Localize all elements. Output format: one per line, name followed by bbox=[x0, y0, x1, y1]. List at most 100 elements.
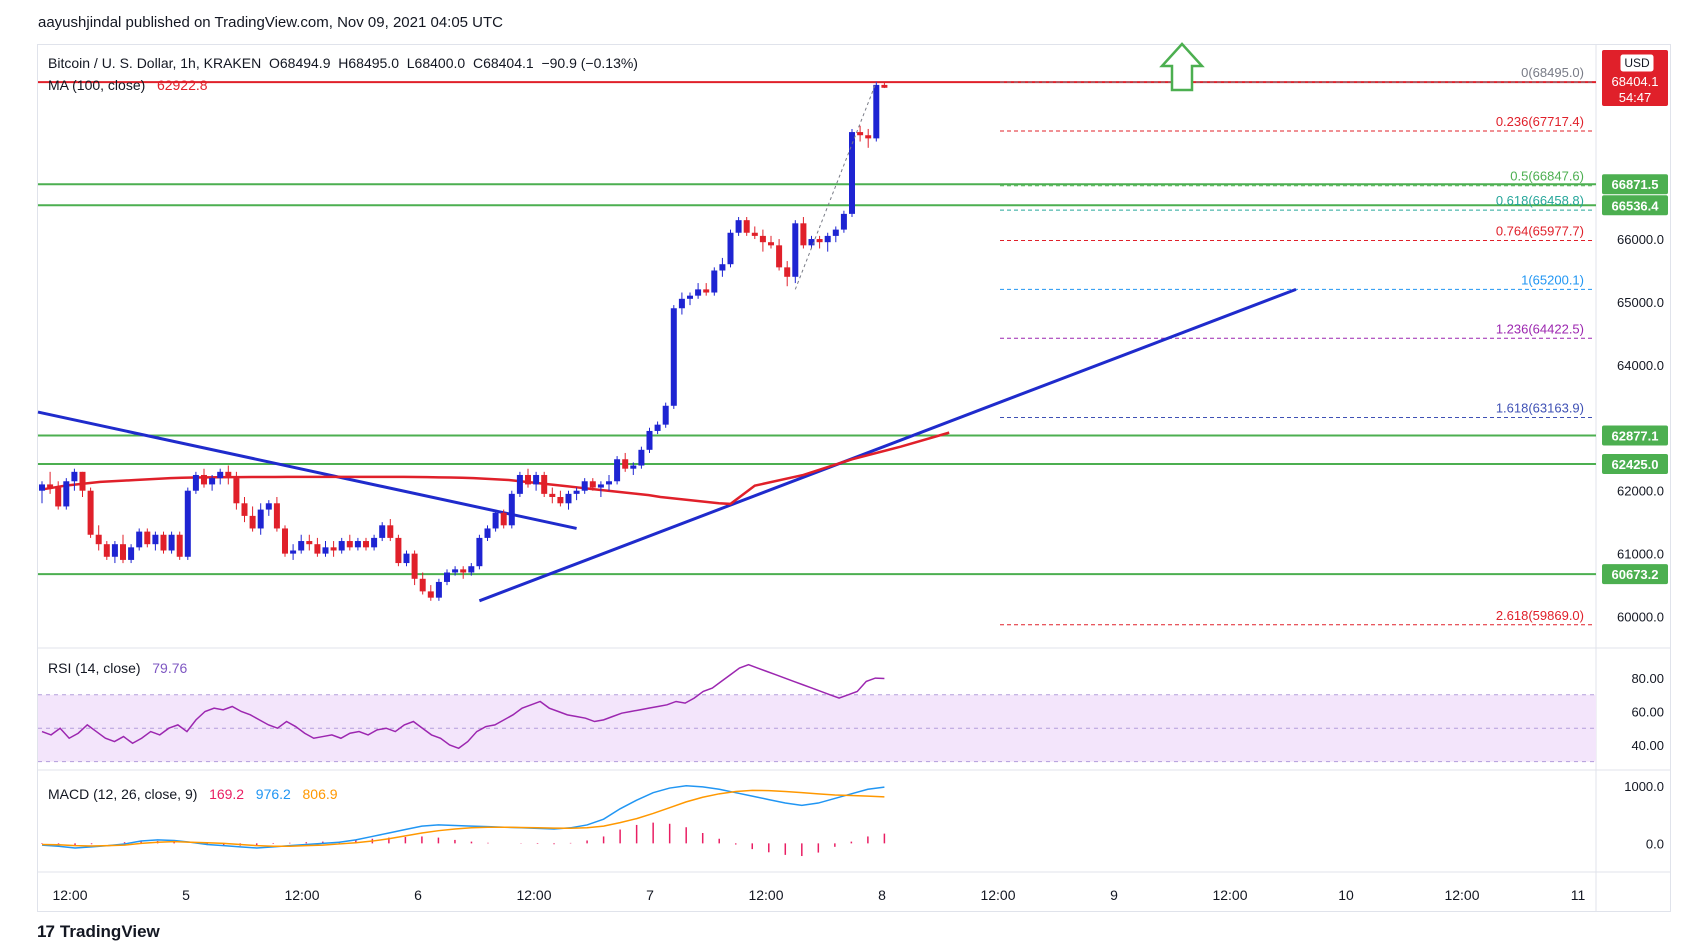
candle-body bbox=[768, 242, 774, 246]
fib-level-label: 1(65200.1) bbox=[1521, 272, 1584, 287]
candle-body bbox=[549, 493, 556, 497]
y-tick-label: 65000.0 bbox=[1617, 295, 1664, 310]
tradingview-logo-icon: 17 bbox=[37, 922, 55, 941]
candle-body bbox=[209, 478, 216, 485]
candle-body bbox=[873, 84, 880, 139]
candle-body bbox=[751, 232, 758, 236]
candle-body bbox=[776, 245, 783, 268]
currency-badge-label: USD bbox=[1624, 56, 1650, 70]
candle-body bbox=[784, 267, 791, 277]
price-tag-label: 66536.4 bbox=[1612, 198, 1660, 213]
candle-body bbox=[614, 459, 621, 482]
x-tick-label: 10 bbox=[1338, 887, 1354, 903]
rsi-tick-label: 80.00 bbox=[1631, 671, 1664, 686]
candle-body bbox=[176, 534, 183, 557]
macd-legend: MACD (12, 26, close, 9) 169.2 976.2 806.… bbox=[48, 786, 338, 802]
ohlc-change: −90.9 (−0.13%) bbox=[541, 55, 638, 71]
candle-body bbox=[670, 308, 677, 406]
candle-body bbox=[371, 537, 378, 548]
candle-body bbox=[646, 430, 653, 450]
candle-body bbox=[508, 493, 515, 526]
up-arrow-icon bbox=[1159, 42, 1205, 92]
candle-body bbox=[460, 569, 467, 573]
chart-frame bbox=[37, 44, 1671, 912]
macd-label: MACD (12, 26, close, 9) bbox=[48, 786, 198, 802]
candle-body bbox=[128, 547, 135, 560]
candle-body bbox=[881, 84, 888, 88]
tradingview-logo[interactable]: 17 TradingView bbox=[37, 922, 160, 942]
rsi-legend: RSI (14, close) 79.76 bbox=[48, 660, 187, 676]
candle-body bbox=[525, 474, 531, 485]
ma-label: MA (100, close) bbox=[48, 77, 146, 93]
x-tick-label: 12:00 bbox=[516, 887, 551, 903]
price-tag-badge bbox=[1602, 564, 1668, 585]
candle-body bbox=[711, 270, 718, 293]
candle-body bbox=[565, 493, 572, 504]
x-tick-label: 12:00 bbox=[1444, 887, 1479, 903]
x-tick-label: 11 bbox=[1571, 887, 1586, 903]
candle-body bbox=[476, 537, 483, 567]
candle-body bbox=[849, 132, 855, 214]
rsi-tick-label: 40.00 bbox=[1631, 738, 1664, 753]
candle-body bbox=[265, 503, 272, 510]
tradingview-logo-text: TradingView bbox=[59, 922, 160, 941]
ma-value: 62922.8 bbox=[156, 77, 208, 93]
y-tick-label: 61000.0 bbox=[1617, 547, 1664, 562]
candle-body bbox=[840, 213, 847, 230]
candle-body bbox=[484, 528, 491, 538]
symbol-line: Bitcoin / U. S. Dollar, 1h, KRAKEN bbox=[48, 55, 262, 71]
price-tag-badge bbox=[1602, 425, 1668, 446]
x-tick-label: 8 bbox=[878, 887, 886, 903]
candle-body bbox=[346, 541, 353, 548]
candle-body bbox=[184, 490, 191, 557]
candle-body bbox=[298, 541, 305, 551]
candle-body bbox=[695, 289, 702, 296]
fib-connector bbox=[794, 81, 877, 290]
fib-level-label: 0.618(66458.8) bbox=[1496, 193, 1584, 208]
candle-body bbox=[533, 474, 540, 485]
candle-body bbox=[444, 572, 450, 582]
candle-body bbox=[427, 591, 434, 598]
fib-level-label: 0.764(65977.7) bbox=[1496, 223, 1584, 238]
x-tick-label: 7 bbox=[646, 887, 654, 903]
candle-body bbox=[95, 534, 102, 545]
candle-body bbox=[379, 525, 386, 538]
x-tick-label: 12:00 bbox=[284, 887, 319, 903]
candle-body bbox=[638, 449, 645, 466]
price-tag-label: 66871.5 bbox=[1612, 177, 1659, 192]
candle-body bbox=[63, 481, 70, 507]
candle-body bbox=[55, 487, 62, 507]
candle-body bbox=[816, 239, 823, 243]
candle-body bbox=[606, 481, 612, 485]
macd-signal-line bbox=[41, 789, 885, 847]
bar-countdown: 54:47 bbox=[1619, 90, 1652, 105]
fib-level-label: 0.236(67717.4) bbox=[1496, 114, 1584, 129]
candle-body bbox=[500, 512, 507, 526]
candle-body bbox=[735, 220, 742, 233]
ohlc-open: O68494.9 bbox=[268, 55, 331, 71]
candle-body bbox=[865, 135, 872, 139]
candle-body bbox=[597, 484, 604, 488]
x-tick-label: 12:00 bbox=[748, 887, 783, 903]
candle-body bbox=[743, 220, 750, 233]
x-tick-label: 12:00 bbox=[52, 887, 87, 903]
candle-body bbox=[419, 578, 426, 592]
candle-body bbox=[727, 232, 734, 265]
candle-body bbox=[257, 509, 264, 529]
descending-trendline bbox=[37, 410, 577, 530]
candle-body bbox=[630, 465, 637, 469]
candle-body bbox=[581, 481, 588, 491]
macd-tick-label: 0.0 bbox=[1646, 836, 1664, 851]
price-tag-badge bbox=[1602, 453, 1668, 474]
candle-body bbox=[249, 515, 256, 529]
candle-body bbox=[492, 512, 499, 529]
macd-hist-value: 169.2 bbox=[209, 786, 245, 802]
candle-body bbox=[411, 553, 418, 579]
ohlc-close: C68404.1 bbox=[472, 55, 534, 71]
candle-body bbox=[719, 264, 726, 271]
candle-body bbox=[622, 459, 629, 469]
candle-body bbox=[703, 289, 710, 293]
candle-body bbox=[654, 424, 661, 431]
candle-body bbox=[168, 534, 175, 551]
